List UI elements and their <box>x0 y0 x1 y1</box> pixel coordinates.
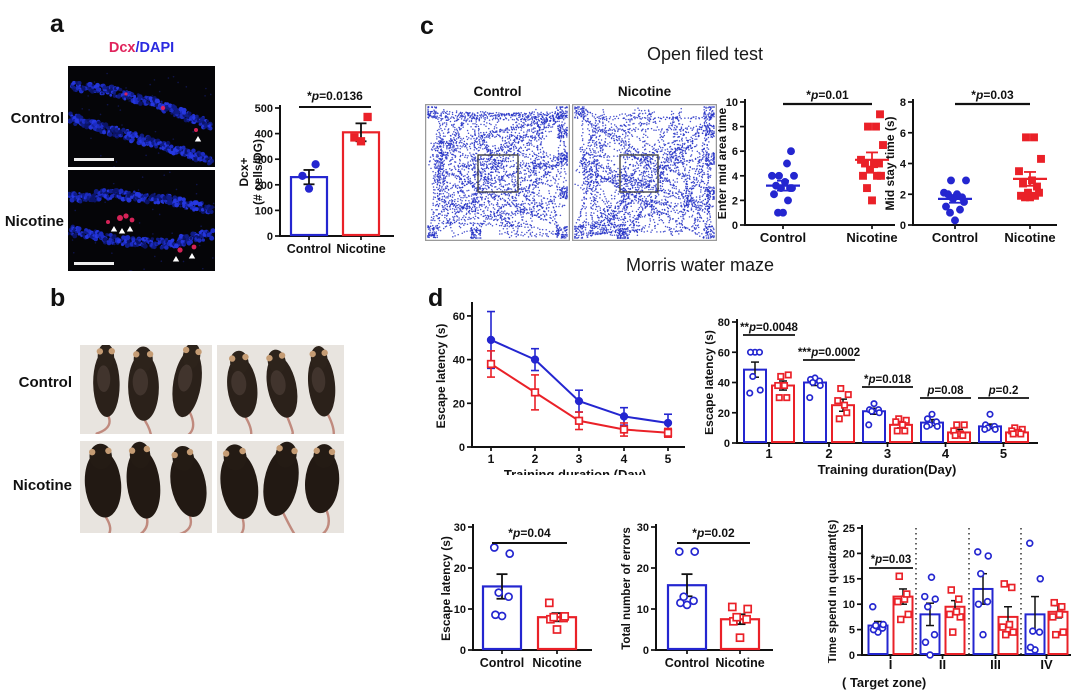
escape-latency-line-chart: 0 20 40 60 1 2 3 4 5 Training duration (Day) Escap… <box>435 293 725 475</box>
micro-title-dapi: /DAPI <box>135 40 175 56</box>
total-errors-chart: 0 10 20 30 Control Nicotine *p=0.02 Total numbe… <box>618 513 780 685</box>
svg-text:500: 500 <box>255 103 273 115</box>
micro-title-dcx: Dcx <box>108 40 136 56</box>
mouse-photo-nicotine-2 <box>217 441 344 533</box>
svg-text:Nicotine: Nicotine <box>336 242 385 256</box>
svg-text:Dcx+: Dcx+ <box>238 157 251 186</box>
svg-text:(# cells/DG): (# cells/DG) <box>251 139 265 205</box>
dcx-bar-chart: 0 100 200 300 400 500 Control Nicotine *p=0.0136… <box>238 76 400 264</box>
open-field-title: Open filed test <box>646 44 764 64</box>
escape-latency-days-bar-chart: 0 20 40 60 80 1 2 3 4 5 **p=0.0048 ***p=0.0002 *p=0.… <box>705 308 1080 478</box>
svg-text:200: 200 <box>255 180 273 192</box>
panel-b-label: b <box>50 284 66 312</box>
micro-title: Dcx/DAPI <box>68 40 215 56</box>
micro-image-control <box>68 66 215 167</box>
mouse-photo-control-2 <box>217 345 344 434</box>
panel-c-label: c <box>420 12 434 40</box>
open-field-trace-control <box>425 104 570 241</box>
svg-text:Control: Control <box>287 242 331 256</box>
photo-row-label-control: Control <box>18 374 72 391</box>
micro-row-label-control: Control <box>10 110 64 127</box>
trace-label-control: Control <box>473 84 522 99</box>
photo-row-label-nicotine: Nicotine <box>12 477 72 494</box>
panel-d-label: d <box>428 284 444 312</box>
svg-text:400: 400 <box>255 129 273 141</box>
svg-text:*p=0.0136: *p=0.0136 <box>307 89 363 103</box>
svg-text:300: 300 <box>255 154 273 166</box>
trace-label-nicotine: Nicotine <box>617 84 672 99</box>
mouse-photo-control-1 <box>80 345 212 434</box>
morris-water-maze-title: Morris water maze <box>625 255 775 275</box>
micro-image-nicotine <box>68 170 215 271</box>
probe-escape-latency-chart: 0 10 20 30 Control Nicotine *p=0.04 Escape late… <box>440 513 598 685</box>
quadrant-time-chart: 0 5 10 15 20 25 I II III IV *p=0.03( Target zone) T… <box>828 513 1080 694</box>
enter-mid-area-chart: 0 2 4 6 8 10 Control Nicotine *p=0.01 Enter mid a… <box>718 86 898 256</box>
open-field-trace-nicotine <box>572 104 717 241</box>
mid-stay-time-chart: 0 2 4 6 8 Control Nicotine *p=0.03 Mid stay time… <box>885 86 1075 256</box>
panel-a-label: a <box>50 10 64 38</box>
micro-row-label-nicotine: Nicotine <box>4 213 64 230</box>
svg-text:0: 0 <box>267 231 273 243</box>
mouse-photo-nicotine-1 <box>80 441 212 533</box>
svg-text:100: 100 <box>255 205 273 217</box>
